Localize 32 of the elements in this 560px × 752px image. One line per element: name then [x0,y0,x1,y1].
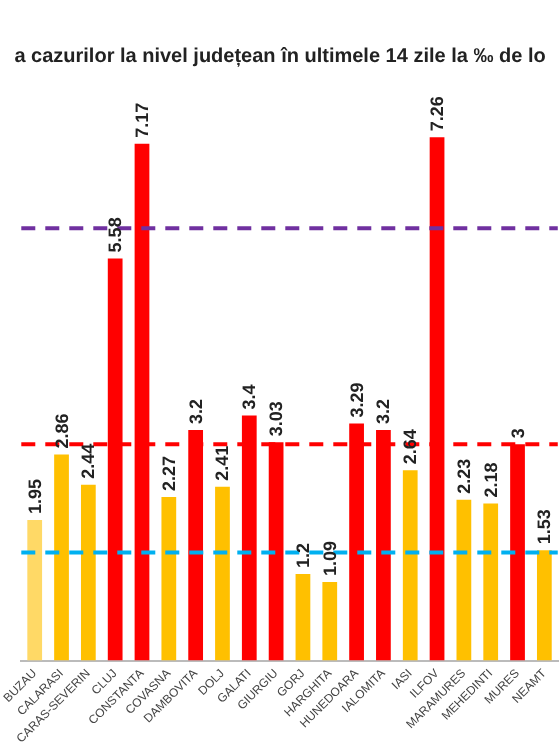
bar [456,499,472,661]
bar [322,581,338,661]
data-label: 3 [507,428,528,439]
bar [295,574,311,661]
data-label: 2.44 [78,443,99,479]
bar [80,484,96,661]
data-label: 2.86 [51,413,72,449]
data-label: 3.4 [239,384,260,410]
data-label: 3.2 [185,398,206,424]
data-label: 1.09 [319,540,340,576]
data-label: 2.23 [453,458,474,494]
data-label: 2.27 [158,455,179,491]
bar [161,496,177,661]
bar [215,486,230,661]
data-label: 5.58 [105,217,126,253]
data-label: 3.2 [373,398,394,424]
data-label: 2.41 [212,445,233,481]
data-label: 2.18 [480,462,501,498]
data-label: 1.2 [292,543,313,569]
bar [402,470,418,661]
data-label: 1.95 [24,478,45,514]
bar [536,550,552,661]
chart-title: a cazurilor la nivel județean în ultimele 14 zile la ‰ de lo [14,45,546,68]
data-label: 7.26 [427,96,448,132]
data-label: 7.17 [132,102,152,138]
data-label: 3.29 [346,382,367,418]
bar [54,454,69,661]
data-label: 2.64 [400,429,421,465]
bar [483,503,499,661]
data-label: 3.03 [266,401,287,437]
bar [27,519,43,661]
data-label: 1.53 [534,509,555,545]
